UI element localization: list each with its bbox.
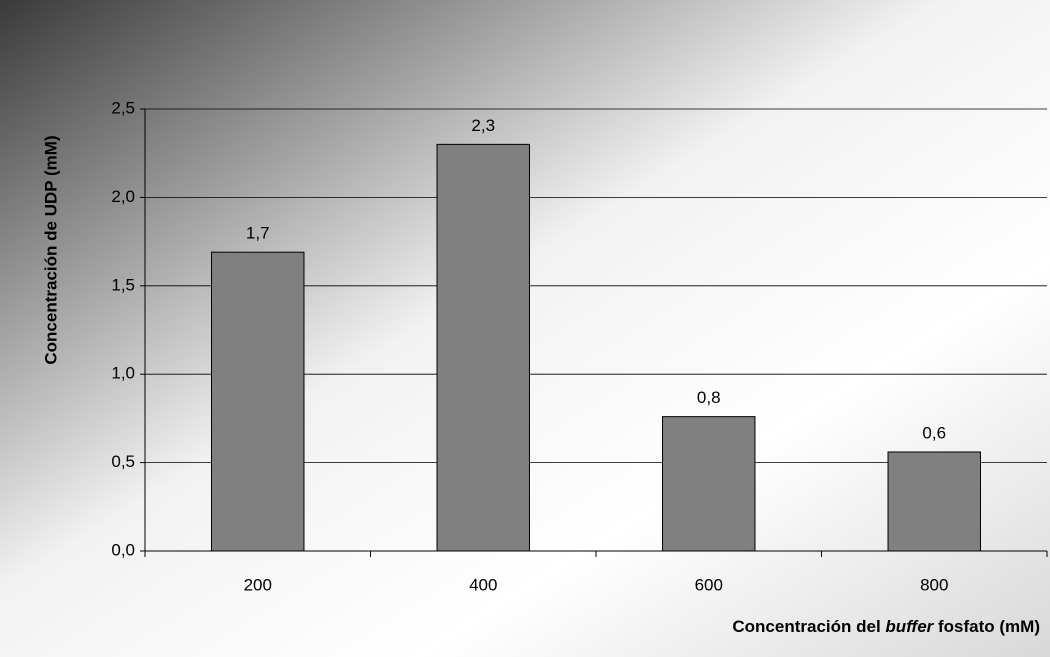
y-tick-label: 1,5 <box>111 275 135 294</box>
x-tick-label: 600 <box>695 575 723 594</box>
x-tick-label: 400 <box>469 575 497 594</box>
x-axis-title: Concentración del buffer fosfato (mM) <box>732 617 1040 636</box>
value-label: 1,7 <box>246 224 270 243</box>
x-tick-label: 200 <box>244 575 272 594</box>
x-title-italic: buffer <box>885 617 934 636</box>
bar <box>211 251 305 552</box>
y-axis-title: Concentración de UDP (mM) <box>41 135 60 364</box>
value-label: 0,6 <box>922 423 946 442</box>
y-tick-label: 0,0 <box>111 540 135 559</box>
y-tick-label: 0,5 <box>111 452 135 471</box>
x-title-part: Concentración del <box>732 617 885 636</box>
value-label: 2,3 <box>471 116 495 135</box>
bar <box>662 416 756 552</box>
y-tick-label: 2,5 <box>111 98 135 117</box>
value-label: 0,8 <box>697 388 721 407</box>
bar <box>887 451 981 552</box>
y-tick-label: 2,0 <box>111 187 135 206</box>
bar <box>436 143 530 552</box>
x-tick-label: 800 <box>920 575 948 594</box>
y-tick-label: 1,0 <box>111 364 135 383</box>
x-title-part: fosfato (mM) <box>933 617 1040 636</box>
